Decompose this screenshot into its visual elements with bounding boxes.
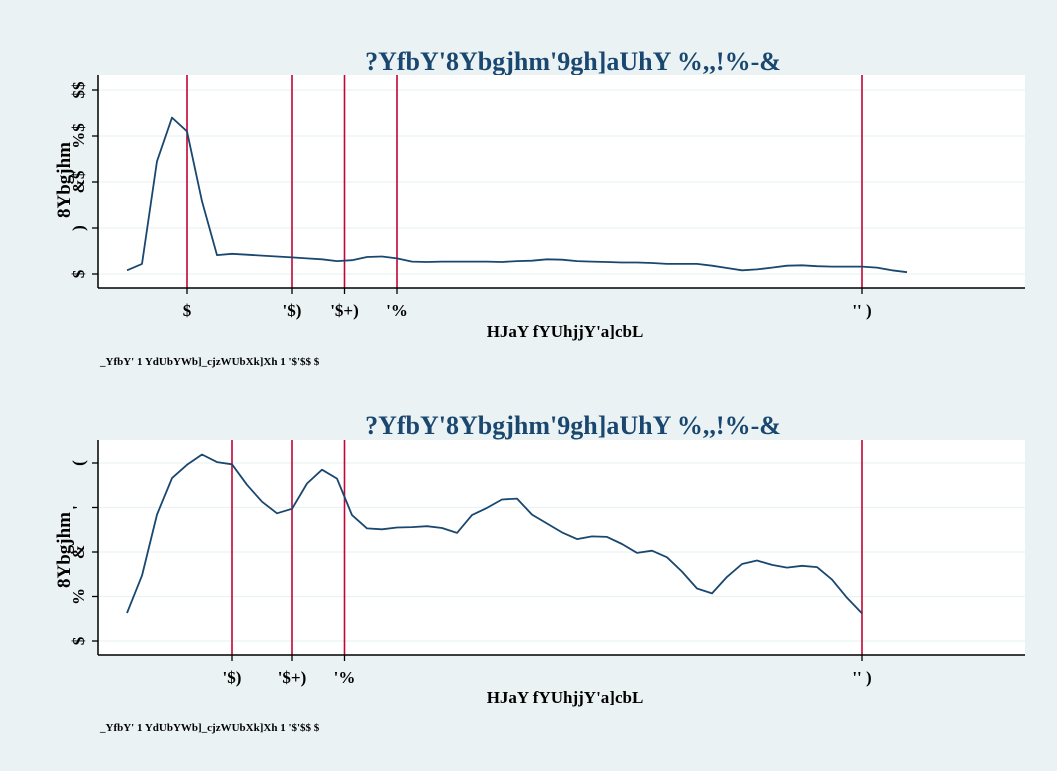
y-ticks-1: $) &$ %$ $$ xyxy=(69,81,98,278)
grid-2 xyxy=(98,462,1025,642)
y-tick-label-2-4: ( xyxy=(69,460,88,466)
x-tick-label-2-0: '$) xyxy=(223,668,242,687)
y-tick-label-2-2: & xyxy=(69,545,88,559)
x-ticks-2: '$) '$+) '% '' ) xyxy=(223,655,872,687)
y-ticks-2: $% & ' ( xyxy=(69,460,98,645)
y-tick-label-2-3: ' xyxy=(69,505,88,510)
y-tick-label-1-0: $ xyxy=(69,269,88,278)
chart-panel-1: ?YfbY'8Ybgjhm'9gh]aUhY %,,!%-& $)&$%$$$ … xyxy=(54,47,1025,368)
series-line-2 xyxy=(126,453,863,615)
x-tick-label-2-1: '$+) xyxy=(278,668,307,687)
x-tick-label-2-2: '% xyxy=(334,668,356,687)
x-axis-label-1: HJaY fYUhjjY'a]cbL xyxy=(487,322,644,341)
reference-lines-1 xyxy=(186,75,863,288)
y-tick-label-1-1: ) xyxy=(69,225,88,231)
y-tick-label-1-4: $$ xyxy=(69,81,88,99)
reference-lines-2 xyxy=(231,440,863,655)
plot-area-2 xyxy=(98,440,1025,655)
chart-note-1: _YfbY' 1 YdUbYWb]_cjzWUbXk]Xh 1 '$'$$ $ xyxy=(99,356,320,368)
x-tick-label-1-3: '% xyxy=(386,301,408,320)
chart-note-2: _YfbY' 1 YdUbYWb]_cjzWUbXk]Xh 1 '$'$$ $ xyxy=(99,722,320,734)
y-tick-label-1-2: &$ xyxy=(69,170,88,193)
y-tick-label-2-0: $ xyxy=(69,636,88,645)
x-ticks-1: $ '$) '$+) '% '' ) xyxy=(183,288,872,320)
x-axis-label-2: HJaY fYUhjjY'a]cbL xyxy=(487,688,644,707)
x-tick-label-1-0: $ xyxy=(183,301,192,320)
chart-title-1: ?YfbY'8Ybgjhm'9gh]aUhY %,,!%-& xyxy=(365,47,781,76)
grid-1 xyxy=(98,89,1025,275)
y-tick-label-2-1: % xyxy=(69,588,88,605)
y-axis-label-2: 8Ybgjhm xyxy=(54,512,75,588)
y-tick-label-1-3: %$ xyxy=(69,123,88,149)
chart-panel-2: ?YfbY'8Ybgjhm'9gh]aUhY %,,!%-& $% & ' ( '$)… xyxy=(54,411,1025,734)
series-line-1 xyxy=(126,116,908,274)
y-axis-label-1: 8Ybgjhm xyxy=(54,142,75,218)
x-tick-label-2-3: '' ) xyxy=(852,668,871,687)
chart-title-2: ?YfbY'8Ybgjhm'9gh]aUhY %,,!%-& xyxy=(365,411,781,440)
x-tick-label-1-2: '$+) xyxy=(330,301,359,320)
x-tick-label-1-1: '$) xyxy=(283,301,302,320)
x-tick-label-1-4: '' ) xyxy=(852,301,871,320)
